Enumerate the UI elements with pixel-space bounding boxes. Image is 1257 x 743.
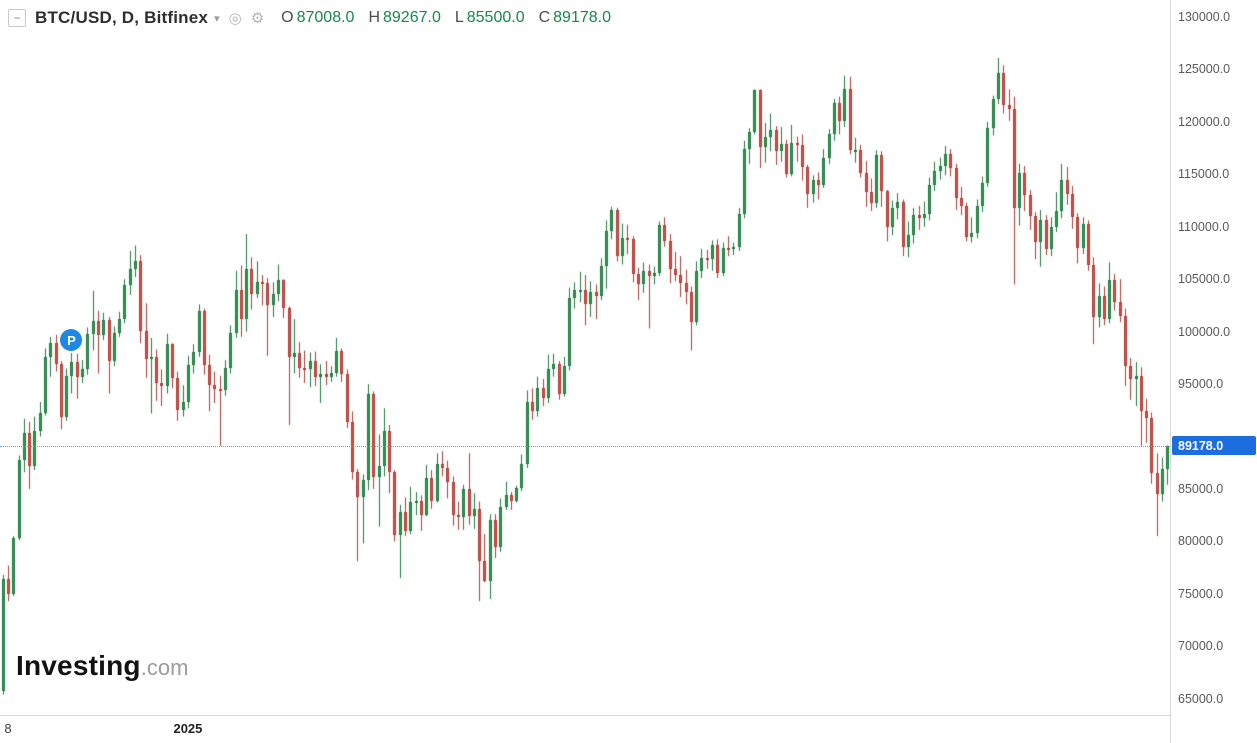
ohlc-close-label: C bbox=[538, 9, 551, 26]
ohlc-readout: O 87008.0 H 89267.0 L 85500.0 C 89178.0 bbox=[281, 9, 611, 27]
price-axis-label: 100000.0 bbox=[1178, 324, 1231, 339]
chevron-down-icon[interactable]: ▾ bbox=[214, 12, 220, 25]
price-axis-label: 85000.0 bbox=[1178, 482, 1224, 497]
ohlc-high: H 89267.0 bbox=[368, 9, 440, 27]
ohlc-close: C 89178.0 bbox=[539, 9, 611, 27]
time-axis[interactable]: 8 2025 bbox=[0, 715, 1170, 743]
price-axis-label: 70000.0 bbox=[1178, 639, 1224, 654]
price-axis[interactable]: 89178.0 130000.0 125000.0 120000.0 115000.0… bbox=[1170, 0, 1257, 743]
time-axis-label: 8 bbox=[4, 721, 12, 736]
price-axis-label: 130000.0 bbox=[1178, 10, 1231, 25]
symbol-title[interactable]: BTC/USD, D, Bitfinex bbox=[35, 8, 209, 27]
price-axis-label: 120000.0 bbox=[1178, 114, 1231, 129]
logo-brand-text: Investing bbox=[16, 650, 141, 681]
price-axis-label: 80000.0 bbox=[1178, 534, 1224, 549]
collapse-button[interactable]: − bbox=[8, 9, 26, 27]
ohlc-open-label: O bbox=[281, 9, 294, 26]
chart-header: − BTC/USD, D, Bitfinex ▾ ◎ ⚙ O 87008.0 H… bbox=[8, 8, 611, 28]
price-axis-label: 115000.0 bbox=[1178, 167, 1230, 182]
ohlc-high-value: 89267.0 bbox=[383, 9, 441, 26]
ohlc-low-label: L bbox=[454, 9, 464, 26]
current-price-line bbox=[0, 446, 1170, 447]
ohlc-open-value: 87008.0 bbox=[296, 9, 355, 26]
price-axis-label: 105000.0 bbox=[1178, 272, 1231, 287]
price-axis-label: 65000.0 bbox=[1178, 691, 1224, 706]
ohlc-high-label: H bbox=[368, 9, 380, 26]
price-axis-label: 95000.0 bbox=[1178, 377, 1224, 392]
time-axis-year-label: 2025 bbox=[173, 721, 203, 736]
ohlc-low: L 85500.0 bbox=[455, 9, 525, 27]
price-axis-label: 75000.0 bbox=[1178, 586, 1224, 601]
ohlc-close-value: 89178.0 bbox=[553, 9, 611, 26]
current-price-tag: 89178.0 bbox=[1172, 436, 1256, 456]
price-axis-label: 125000.0 bbox=[1178, 62, 1231, 77]
investing-logo: Investing.com bbox=[16, 650, 188, 682]
candlestick-chart[interactable] bbox=[0, 0, 1170, 715]
settings-icon[interactable]: ⚙ bbox=[250, 9, 265, 27]
position-marker[interactable]: P bbox=[60, 329, 83, 352]
ohlc-open: O 87008.0 bbox=[281, 9, 354, 27]
ohlc-low-value: 85500.0 bbox=[466, 9, 525, 26]
snapshot-icon[interactable]: ◎ bbox=[228, 9, 242, 27]
logo-suffix-text: .com bbox=[140, 655, 189, 680]
price-axis-label: 110000.0 bbox=[1178, 219, 1230, 234]
